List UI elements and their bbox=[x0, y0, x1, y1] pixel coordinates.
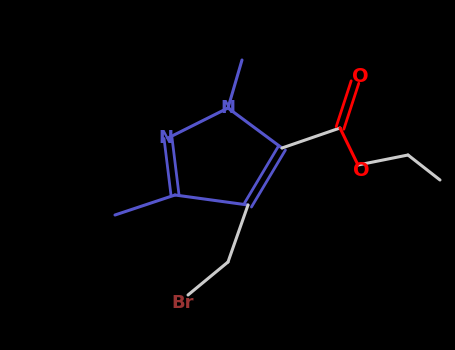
Text: O: O bbox=[353, 161, 369, 180]
Text: Br: Br bbox=[172, 294, 194, 312]
Text: N: N bbox=[158, 129, 173, 147]
Text: O: O bbox=[352, 68, 368, 86]
Text: N: N bbox=[221, 99, 236, 117]
